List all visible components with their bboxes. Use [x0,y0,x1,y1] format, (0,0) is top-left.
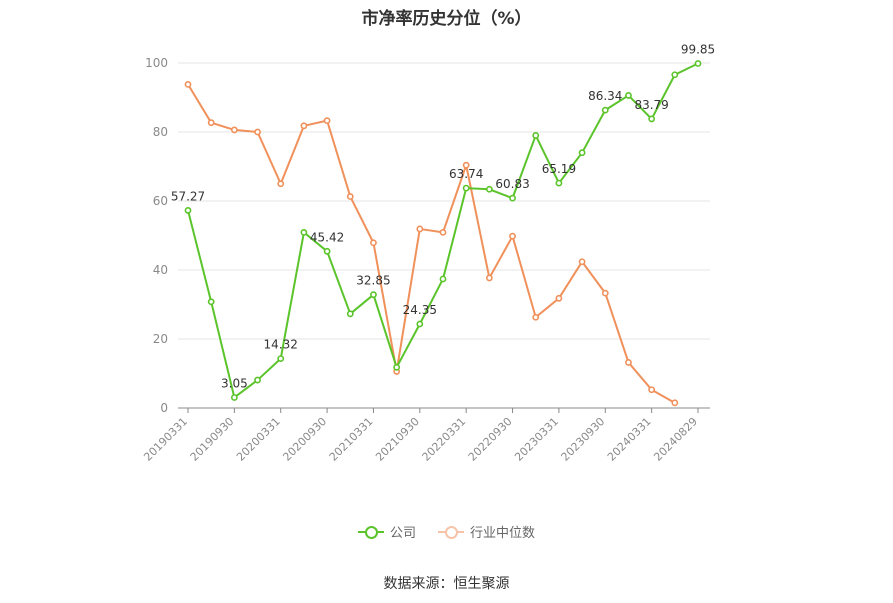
series-0-point-0 [184,207,192,214]
series-0-point-16 [555,179,563,187]
series-0-point-4 [277,355,285,362]
series-1-point-17 [578,258,586,266]
series-1-point-6 [323,117,331,125]
series-0-point-8 [370,291,377,299]
series-1-point-3 [254,128,261,136]
legend-label-company: 公司 [389,526,416,541]
series-0-point-15 [532,132,540,139]
series-0-point-3 [254,376,261,384]
y-axis-ticks: 0 20 40 60 80 100 [145,56,168,415]
series-1-point-10 [416,225,424,233]
series-1-point-18 [601,289,609,297]
series-layer [184,60,702,407]
data-label-22: 99.85 [681,43,715,57]
series-1-point-11 [439,228,447,236]
x-tick-label-20220930: 20220930 [466,415,515,464]
x-tick-label-20220331: 20220331 [420,415,469,464]
y-tick-label-60: 60 [153,194,168,208]
chart-title: 市净率历史分位（%） [361,9,532,29]
series-0-point-21 [671,71,679,79]
series-0-point-10 [416,320,424,328]
grid-lines [178,62,710,340]
series-1-point-14 [509,232,516,240]
y-tick-label-20: 20 [153,332,168,346]
series-0-point-19 [625,92,632,99]
x-tick-label-20230331: 20230331 [512,415,561,464]
legend-item-company[interactable]: 公司 [357,522,416,541]
data-label-8: 32.85 [356,274,390,288]
x-axis: 2019033120190930202003312020093020210331… [141,407,710,464]
y-tick-label-100: 100 [145,56,168,70]
series-1-point-5 [300,122,308,130]
series-0-point-1 [207,298,215,306]
series-1-point-20 [648,386,656,394]
series-0-point-7 [346,310,354,318]
series-1-point-15 [532,313,540,321]
x-tick-label-20210930: 20210930 [373,415,422,464]
legend-label-industry-median: 行业中位数 [470,526,536,541]
series-0-point-22 [694,60,702,67]
y-tick-label-0: 0 [160,401,168,415]
y-tick-label-40: 40 [153,263,168,277]
series-1-point-0 [184,80,192,88]
series-1-point-19 [625,359,632,366]
data-label-16: 65.19 [542,162,576,176]
x-tick-label-20190930: 20190930 [188,415,237,464]
series-0-point-11 [439,275,447,283]
legend-swatch-company [357,525,384,539]
series-1-point-16 [555,294,563,302]
x-tick-label-20240331: 20240331 [605,415,654,464]
series-0-point-18 [601,106,609,114]
data-labels: 57.27 3.05 14.32 45.42 32.85 24.35 63.74 60.83 6… [171,43,715,391]
series-1-point-12 [462,161,470,169]
data-label-18: 86.34 [588,89,622,103]
series-0-point-6 [323,247,331,255]
series-0-point-9 [393,363,401,371]
x-tick-label-20230930: 20230930 [559,415,608,464]
series-0-point-12 [462,184,470,192]
data-source: 数据来源：恒生聚源 [383,576,510,592]
x-tick-label-20200930: 20200930 [280,415,329,464]
series-line-1 [187,83,676,404]
data-label-10: 24.35 [403,303,437,317]
data-label-12: 63.74 [449,167,483,181]
series-1-point-7 [346,193,354,200]
legend: 公司 行业中位数 [0,522,893,541]
series-0-point-14 [509,194,516,202]
series-0-point-13 [485,185,493,193]
legend-item-industry-median[interactable]: 行业中位数 [438,522,535,541]
data-label-6: 45.42 [310,230,344,244]
series-1-point-4 [277,180,285,188]
series-0-point-20 [648,115,656,123]
x-tick-label-20200331: 20200331 [234,415,283,464]
legend-swatch-industry-median [438,525,464,539]
x-tick-label-20190331: 20190331 [141,415,190,464]
series-0-point-17 [578,149,586,157]
data-label-14: 60.83 [495,177,529,191]
x-tick-label-20210331: 20210331 [327,415,376,464]
series-1-point-21 [671,399,679,407]
series-0-point-2 [230,394,238,401]
data-label-0: 57.27 [171,189,205,203]
x-tick-label-20240829: 20240829 [651,415,700,464]
data-label-4: 14.32 [264,338,298,352]
y-tick-label-80: 80 [153,125,168,139]
data-label-20: 83.79 [634,98,668,112]
data-label-2: 3.05 [221,376,248,390]
series-1-point-2 [230,126,238,134]
series-0-point-5 [300,228,308,236]
series-1-point-8 [370,239,377,247]
series-1-point-13 [485,274,493,282]
series-1-point-1 [207,119,215,127]
